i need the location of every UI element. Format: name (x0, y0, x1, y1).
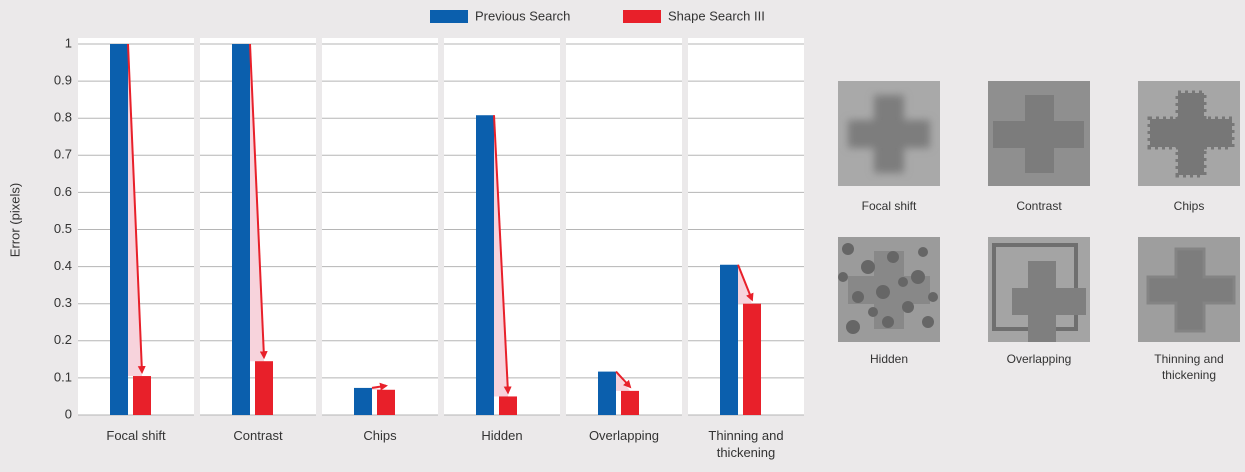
x-tick-label: Contrast (233, 428, 283, 443)
bar (598, 371, 616, 415)
y-tick-label: 0.1 (54, 369, 72, 384)
legend-swatch (430, 10, 468, 23)
thumbnail-caption: Hidden (869, 352, 909, 366)
thumbnail-caption: Chips (1173, 199, 1205, 213)
x-tick-label: Overlapping (588, 428, 660, 443)
x-tick-label: Chips (363, 428, 397, 443)
bar (720, 264, 738, 415)
y-tick-label: 0.2 (54, 332, 72, 347)
change-arrow (493, 115, 512, 395)
y-tick-label: 0 (65, 406, 72, 421)
bar (110, 44, 128, 415)
y-tick-label: 0.6 (54, 184, 72, 199)
x-tick-label: Hidden (481, 428, 523, 443)
y-tick-label: 0.7 (54, 147, 72, 162)
bar (499, 396, 517, 415)
legend-label: Shape Search III (668, 8, 765, 23)
x-tick-label: Thinning and thickening (708, 428, 784, 460)
bar (377, 389, 395, 415)
bar (743, 303, 761, 415)
bar (354, 387, 372, 415)
change-arrow (615, 370, 632, 389)
thumbnail (1138, 237, 1240, 342)
panel (322, 38, 438, 415)
thumbnail (988, 237, 1090, 342)
thumbnail-caption: Focal shift (861, 199, 917, 213)
legend-swatch (623, 10, 661, 23)
thumbnail-caption: Overlapping (1006, 352, 1072, 366)
thumbnail-caption: Thinning and thickening (1154, 352, 1224, 382)
thumbnail (838, 237, 940, 342)
y-tick-label: 0.9 (54, 73, 72, 88)
legend-label: Previous Search (475, 8, 570, 23)
bar (232, 44, 250, 415)
bar (133, 376, 151, 415)
bar (255, 361, 273, 415)
y-tick-label: 0.4 (54, 258, 72, 273)
bar (476, 115, 494, 416)
thumbnail (1138, 81, 1240, 186)
y-tick-label: 1 (65, 35, 72, 50)
thumbnail (988, 81, 1090, 186)
change-arrow (127, 43, 146, 375)
y-axis-label: Error (pixels) (7, 183, 22, 257)
y-tick-label: 0.5 (54, 221, 72, 236)
thumbnail (838, 81, 940, 186)
x-tick-label: Focal shift (106, 428, 166, 443)
change-arrow (371, 382, 388, 391)
thumbnail-caption: Contrast (1016, 199, 1062, 213)
change-arrow (249, 43, 268, 360)
bar (621, 390, 639, 415)
panel (566, 38, 682, 415)
y-tick-label: 0.3 (54, 295, 72, 310)
change-arrow (737, 264, 754, 302)
y-tick-label: 0.8 (54, 110, 72, 125)
